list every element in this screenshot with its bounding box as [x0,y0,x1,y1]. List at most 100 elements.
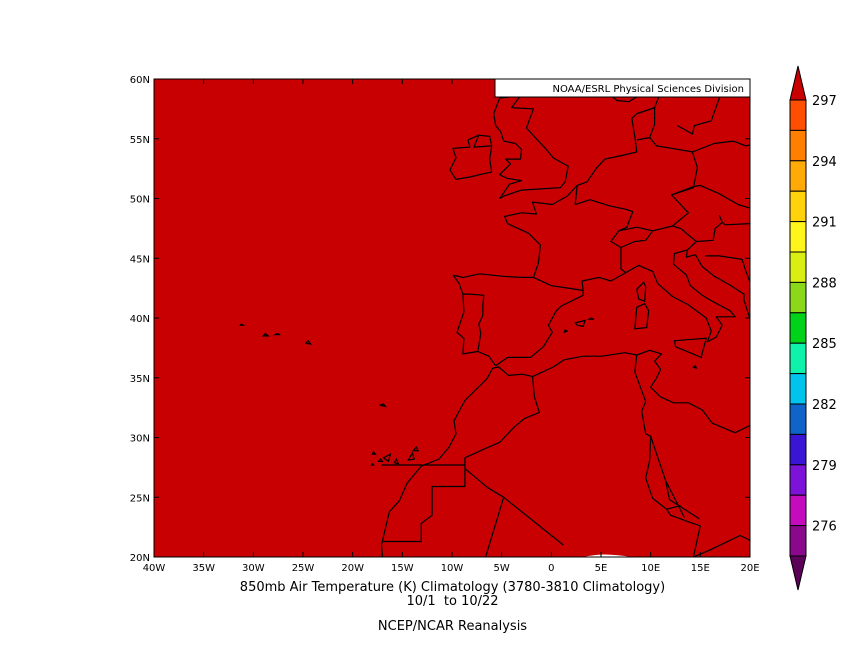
coastline-9 [670,184,750,227]
x-tick-label: 25W [292,563,315,574]
colorbar-label: 285 [812,337,837,352]
island-1 [304,339,313,346]
coastline-13 [696,221,723,243]
coastline-27 [484,497,505,557]
colorbar-label: 288 [812,276,837,291]
island-11 [377,458,384,462]
coastline-11 [636,137,650,141]
y-tick-label: 55N [130,135,150,146]
x-tick-label: 20E [740,563,759,574]
y-tick-label: 45N [130,254,150,265]
x-tick-label: 5E [595,563,608,574]
island-5 [379,403,387,408]
coastline-22 [492,349,750,434]
island-15 [673,337,708,359]
colorbar-swatch [789,129,807,162]
colorbar-swatch [789,312,807,344]
coastline-14 [705,255,750,283]
colorbar-swatch [789,99,807,131]
x-tick-label: 30W [242,563,265,574]
colorbar-swatch [789,190,807,223]
y-axis: 20N 25N 30N 35N 40N 45N 50N 55N 60N [130,75,750,564]
y-tick-label: 60N [130,75,150,86]
x-tick-label: 15W [391,563,414,574]
credit-text: NOAA/ESRL Physical Sciences Division [553,84,745,95]
colorbar-swatch [789,464,807,496]
coastline-1 [452,107,750,278]
island-17 [586,317,595,320]
coastline-23 [382,465,466,543]
island-10 [371,450,377,455]
coastline-10 [671,151,699,196]
island-13 [634,302,650,330]
colorbar-label: 282 [812,398,837,413]
island-7 [393,457,400,465]
island-4 [239,323,246,326]
coastline-2 [574,185,634,274]
coastline-6 [625,249,750,343]
caption-title: 850mb Air Temperature (K) Climatology (3… [239,580,666,595]
colorbar-swatch [789,433,807,466]
colorbar-swatch [789,373,807,405]
coastline-32 [692,525,750,557]
x-tick-label: 20W [341,563,364,574]
y-tick-label: 35N [130,374,150,385]
coastline-25 [464,376,541,465]
colorbar-swatch [789,494,807,527]
colorbar-label: 297 [812,94,837,109]
coastline-12 [718,214,750,226]
coastline-16 [449,134,493,180]
y-tick-label: 25N [130,493,150,504]
caption-dates: 10/1 to 10/22 [406,594,499,609]
colorbar-label: 294 [812,155,837,170]
island-14 [636,281,647,303]
island-6 [382,453,392,463]
colorbar-arrow-bottom [789,555,807,591]
colorbar-label: 291 [812,216,837,231]
coastline-31 [665,480,700,520]
coastline-33 [666,505,681,510]
coastline-4 [533,276,584,292]
x-tick-label: 5W [494,563,510,574]
colorbar-label: 276 [812,520,837,535]
island-9 [412,446,420,452]
colorbar-swatch [789,525,807,557]
y-tick-label: 30N [130,434,150,445]
y-tick-label: 50N [130,195,150,206]
x-tick-label: 15E [691,563,710,574]
credit-box: NOAA/ESRL Physical Sciences Division [494,78,751,98]
coastline-21 [380,367,494,557]
coastline-8 [620,230,654,249]
colorbar-swatch [789,160,807,192]
contour-band-17 [154,79,750,557]
island-16 [574,319,587,328]
x-tick-label: 0 [548,563,554,574]
coastline-17 [473,134,492,148]
caption-source: NCEP/NCAR Reanalysis [377,619,528,634]
x-tick-label: 35W [192,563,215,574]
coastline-29 [634,354,701,527]
colorbar: 297 294 291 288 285 282 279 276 [789,65,837,591]
island-2 [273,332,281,336]
coastline-28 [503,496,564,546]
plot-area [154,79,750,557]
island-8 [407,451,416,462]
island-19 [692,364,698,370]
coastline-3 [452,272,627,367]
temperature-contours [154,79,750,557]
colorbar-arrow-top [789,65,807,101]
colorbar-label: 279 [812,459,837,474]
x-tick-label: 10E [641,563,660,574]
x-tick-label: 10W [441,563,464,574]
island-18 [563,329,569,334]
coastline-26 [464,468,505,498]
y-tick-label: 40N [130,314,150,325]
x-tick-label: 40W [143,563,166,574]
colorbar-swatch [789,403,807,435]
y-tick-label: 20N [130,553,150,564]
colorbar-swatch [789,342,807,375]
island-3 [262,332,270,337]
coastline-5 [462,293,485,352]
colorbar-swatch [789,251,807,283]
